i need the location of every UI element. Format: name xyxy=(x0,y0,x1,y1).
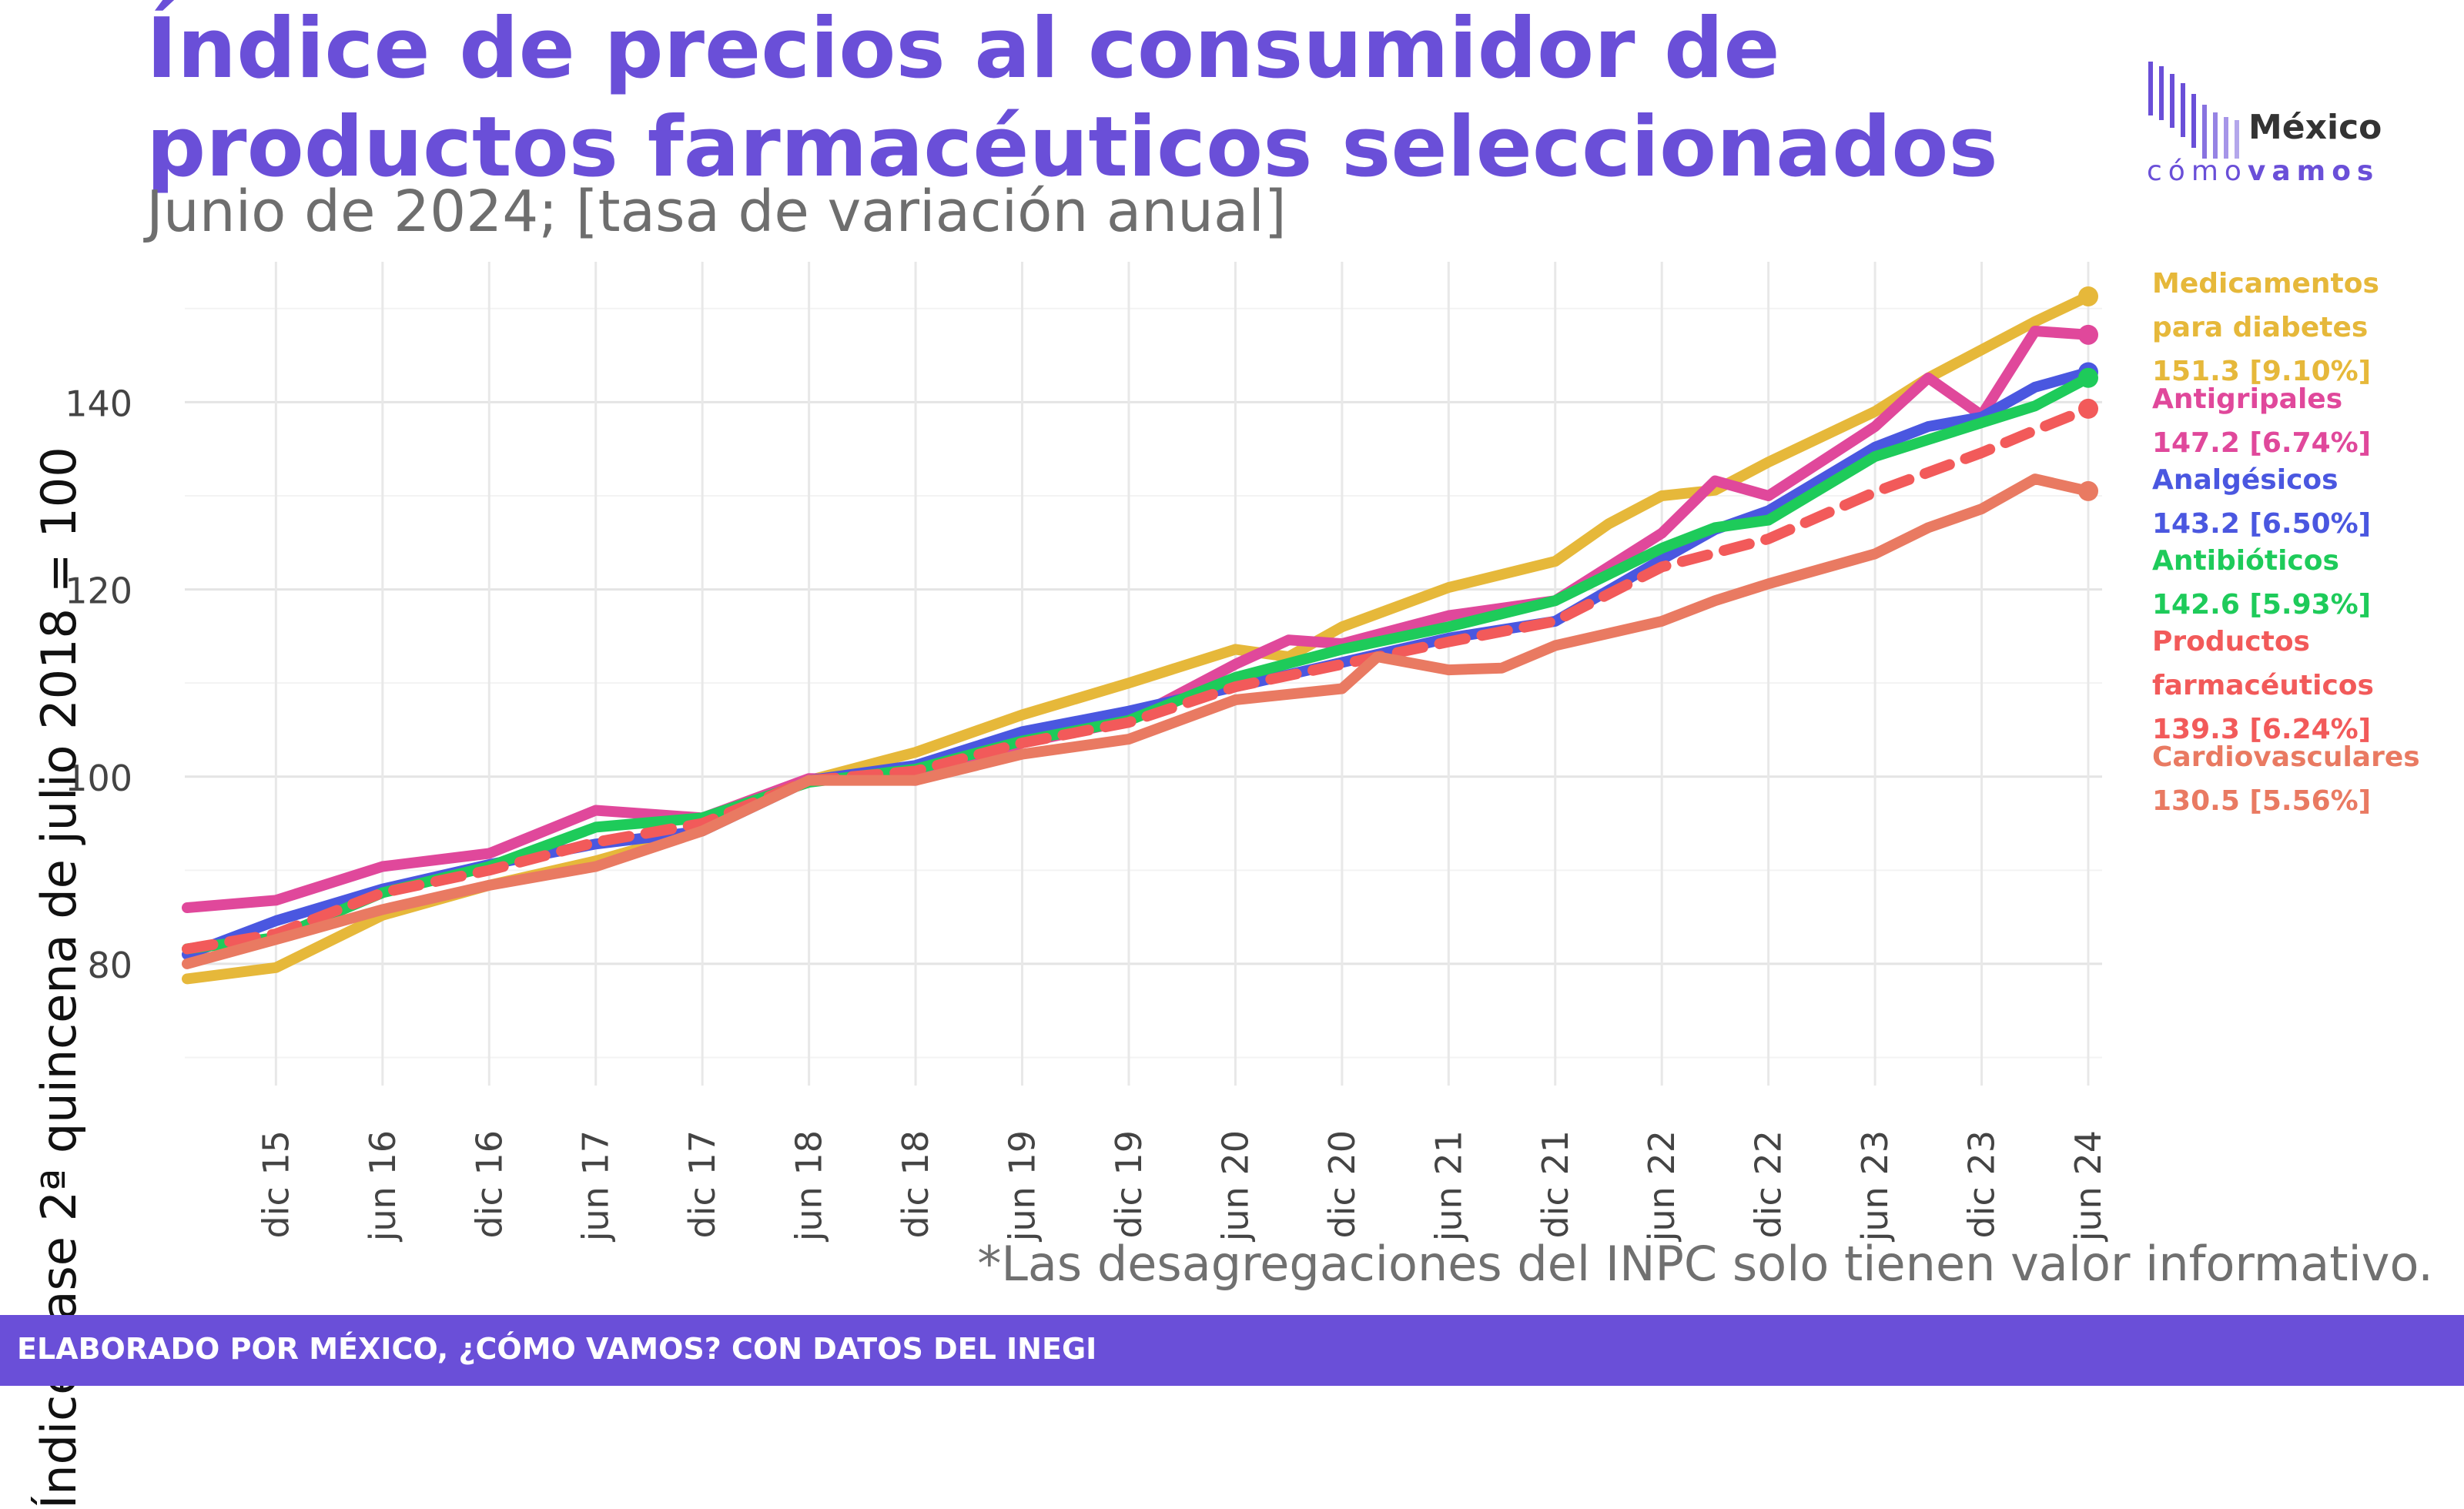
series-line xyxy=(182,473,2094,969)
legend-series-name: Productos xyxy=(2152,626,2310,657)
series-line xyxy=(182,291,2094,985)
chart-grid xyxy=(185,262,2102,1086)
series-line xyxy=(182,372,2094,955)
legend-item: Antigripales 147.2 [6.74%] xyxy=(2152,377,2460,465)
legend-series-name: Antibióticos xyxy=(2152,545,2339,577)
legend-item: Antibióticos 142.6 [5.93%] xyxy=(2152,539,2460,627)
x-tick-label: jun 24 xyxy=(2067,1130,2109,1242)
legend-item: Analgésicos 143.2 [6.50%] xyxy=(2152,458,2460,546)
legend-value-label: 142.6 [5.93%] xyxy=(2152,589,2372,621)
legend-value-label: 130.5 [5.56%] xyxy=(2152,785,2372,817)
y-tick-label: 80 xyxy=(87,945,132,986)
series-endpoint xyxy=(2078,286,2098,306)
x-tick-label: dic 22 xyxy=(1748,1130,1789,1238)
y-tick-label: 100 xyxy=(65,758,132,799)
x-tick-label: dic 16 xyxy=(468,1130,510,1238)
chart-series xyxy=(182,286,2098,985)
legend-series-name: Analgésicos xyxy=(2152,464,2338,496)
y-tick-label: 140 xyxy=(65,383,132,424)
x-tick-label: dic 21 xyxy=(1535,1130,1576,1238)
x-tick-label: dic 15 xyxy=(255,1130,296,1238)
legend-series-name: farmacéuticos xyxy=(2152,670,2374,701)
series-endpoint xyxy=(2078,480,2098,501)
x-tick-label: dic 17 xyxy=(681,1130,723,1238)
chart-title: Índice de precios al consumidor de produ… xyxy=(146,1,1998,196)
legend-item: Productos farmacéuticos 139.3 [6.24%] xyxy=(2152,620,2460,751)
x-tick-label: jun 19 xyxy=(1002,1130,1043,1242)
mexico-como-vamos-logo: México cómovamos xyxy=(2141,59,2418,197)
logo-word-mexico: México xyxy=(2248,108,2382,147)
legend-series-name: Cardiovasculares xyxy=(2152,741,2420,773)
x-axis-ticks: dic 15 jun 16 dic 16 jun 17 dic 17 jun 18 dic … xyxy=(255,1130,2109,1242)
footer-bar: ELABORADO POR MÉXICO, ¿CÓMO VAMOS? CON D… xyxy=(0,1315,2464,1386)
legend-item: Medicamentos para diabetes 151.3 [9.10%] xyxy=(2152,262,2460,393)
x-tick-label: dic 19 xyxy=(1108,1130,1150,1238)
footnote: *Las desagregaciones del INPC solo tiene… xyxy=(977,1236,2433,1292)
series-endpoint xyxy=(2078,367,2098,388)
x-tick-label: jun 21 xyxy=(1428,1130,1469,1242)
x-tick-label: jun 23 xyxy=(1854,1130,1896,1242)
footer-credit: ELABORADO POR MÉXICO, ¿CÓMO VAMOS? CON D… xyxy=(17,1332,1097,1366)
x-tick-label: dic 23 xyxy=(1961,1130,2003,1238)
legend-value-label: 139.3 [6.24%] xyxy=(2152,714,2372,745)
legend-series-name: Antigripales xyxy=(2152,383,2343,415)
x-tick-label: jun 22 xyxy=(1641,1130,1682,1242)
legend-value-label: 147.2 [6.74%] xyxy=(2152,427,2372,459)
x-tick-label: jun 17 xyxy=(575,1130,617,1242)
x-tick-label: dic 20 xyxy=(1321,1130,1363,1238)
y-axis-ticks: 80 100 120 140 xyxy=(65,383,132,986)
chart-subtitle: Junio de 2024; [tasa de variación anual] xyxy=(146,179,1287,245)
legend-value-label: 143.2 [6.50%] xyxy=(2152,508,2372,540)
legend-series-name: para diabetes xyxy=(2152,312,2369,343)
logo-word-comovamos: cómovamos xyxy=(2147,156,2380,187)
series-line xyxy=(182,403,2094,955)
x-tick-label: jun 16 xyxy=(362,1130,403,1242)
x-tick-label: jun 20 xyxy=(1214,1130,1256,1242)
series-line xyxy=(182,326,2094,913)
legend-value-label: 151.3 [9.10%] xyxy=(2152,356,2372,387)
legend-item: Cardiovasculares 130.5 [5.56%] xyxy=(2152,735,2460,823)
x-tick-label: dic 18 xyxy=(895,1130,936,1238)
y-tick-label: 120 xyxy=(65,570,132,612)
legend-series-name: Medicamentos xyxy=(2152,268,2379,299)
x-tick-label: jun 18 xyxy=(788,1130,830,1242)
series-endpoint xyxy=(2078,398,2098,419)
series-endpoint xyxy=(2078,324,2098,345)
